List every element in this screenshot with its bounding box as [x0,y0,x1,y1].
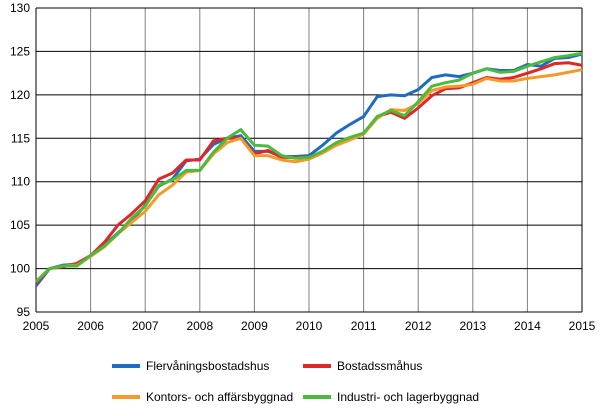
legend-item-1: Bostadssmåhus [303,359,422,373]
x-tick-label: 2012 [405,319,432,333]
x-tick-label: 2008 [186,319,213,333]
x-tick-label: 2005 [23,319,50,333]
legend-label-1: Bostadssmåhus [337,359,423,373]
chart-plot: 2005 2006 2007 2008 2009 2010 2011 2012 2013 2014… [10,1,596,333]
legend-item-3: Industri- och lagerbyggnad [303,390,479,404]
legend-label-2: Kontors- och affärsbyggnad [146,390,294,404]
series-line-2 [34,68,583,283]
legend-swatch-0 [112,364,140,368]
legend-label-0: Flervåningsbostadshus [146,359,270,373]
x-tick-label: 2007 [132,319,159,333]
x-tick-label: 2013 [459,319,486,333]
x-tick-label: 2006 [77,319,104,333]
y-tick-label: 115 [11,131,30,145]
x-tick-label: 2011 [351,319,377,333]
legend-swatch-2 [112,395,140,399]
legend-item-2: Kontors- och affärsbyggnad [112,390,293,404]
y-tick-label: 95 [17,305,31,319]
legend-label-3: Industri- och lagerbyggnad [337,390,480,404]
series-line-3 [34,51,583,283]
legend-swatch-3 [303,395,331,399]
y-tick-label: 100 [10,262,30,276]
legend-swatch-1 [303,364,331,368]
y-tick-label: 125 [10,44,30,58]
x-tick-label: 2015 [569,319,596,333]
x-tick-label: 2010 [296,319,323,333]
legend-item-0: Flervåningsbostadshus [112,359,269,373]
y-tick-label: 105 [10,218,30,232]
x-tick-label: 2014 [514,319,541,333]
y-tick-label: 120 [10,88,30,102]
y-tick-label: 130 [10,1,30,15]
y-tick-label: 110 [11,175,30,189]
x-tick-label: 2009 [241,319,268,333]
